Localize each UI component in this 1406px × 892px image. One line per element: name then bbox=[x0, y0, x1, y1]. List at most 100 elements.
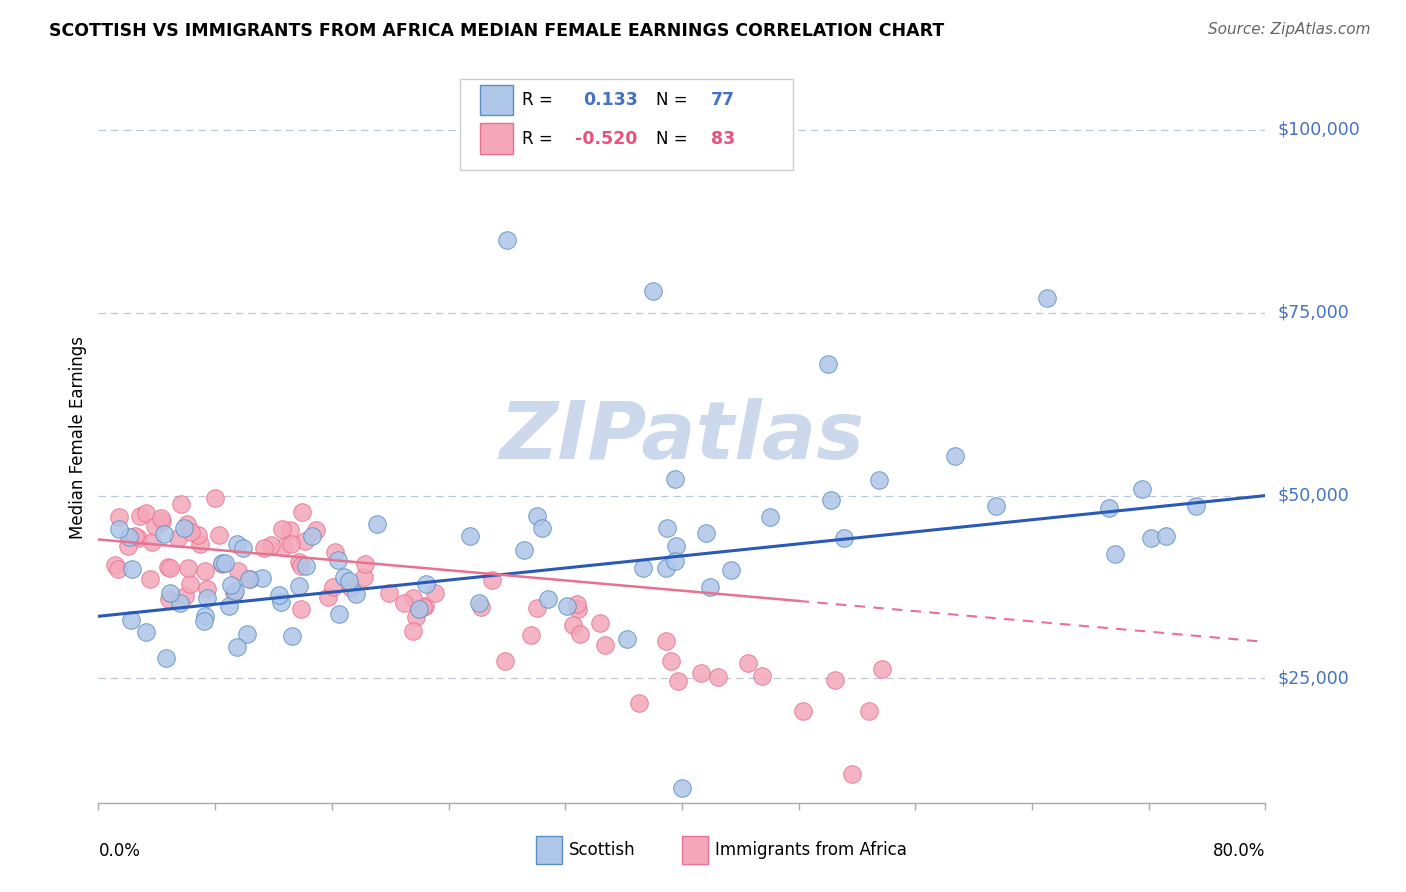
Point bbox=[129, 508, 152, 523]
Point bbox=[316, 590, 339, 604]
Point bbox=[832, 531, 855, 545]
Point bbox=[628, 697, 651, 711]
FancyBboxPatch shape bbox=[682, 837, 707, 864]
Point bbox=[157, 560, 180, 574]
FancyBboxPatch shape bbox=[479, 85, 513, 115]
Point bbox=[494, 654, 516, 668]
Point bbox=[520, 627, 543, 641]
Point bbox=[402, 624, 425, 639]
Text: R =: R = bbox=[522, 129, 558, 148]
Point bbox=[218, 599, 240, 613]
Point bbox=[135, 625, 157, 640]
Point bbox=[238, 572, 260, 586]
Point bbox=[117, 539, 139, 553]
Point bbox=[659, 654, 682, 668]
Point bbox=[187, 528, 209, 542]
Point bbox=[179, 576, 201, 591]
Point bbox=[139, 572, 162, 586]
Point bbox=[415, 576, 437, 591]
Point bbox=[194, 564, 217, 578]
Point bbox=[1140, 532, 1163, 546]
Point bbox=[555, 599, 578, 613]
Point bbox=[250, 572, 273, 586]
Text: 83: 83 bbox=[711, 129, 735, 148]
Point bbox=[751, 669, 773, 683]
Text: -0.520: -0.520 bbox=[575, 129, 637, 148]
Y-axis label: Median Female Earnings: Median Female Earnings bbox=[69, 335, 87, 539]
Point bbox=[824, 673, 846, 688]
Point bbox=[1035, 291, 1057, 305]
Point bbox=[655, 634, 678, 648]
Point bbox=[655, 561, 678, 575]
Point bbox=[1104, 547, 1126, 561]
Point bbox=[984, 499, 1007, 513]
Point bbox=[290, 559, 312, 574]
Point bbox=[232, 541, 254, 555]
Point bbox=[526, 601, 548, 615]
Point bbox=[841, 767, 863, 781]
Point bbox=[496, 233, 519, 247]
Point bbox=[170, 497, 193, 511]
Point bbox=[616, 632, 638, 647]
Point bbox=[699, 580, 721, 594]
Point bbox=[402, 591, 425, 606]
Point bbox=[278, 523, 301, 537]
Point bbox=[858, 704, 880, 718]
Point bbox=[513, 543, 536, 558]
Point bbox=[222, 586, 245, 600]
Point bbox=[392, 596, 415, 610]
Point bbox=[792, 704, 814, 718]
Point bbox=[666, 673, 689, 688]
Point bbox=[177, 560, 200, 574]
Point bbox=[104, 558, 127, 572]
Point bbox=[305, 524, 328, 538]
Text: $75,000: $75,000 bbox=[1277, 304, 1348, 322]
Point bbox=[226, 640, 249, 654]
Point bbox=[408, 601, 430, 615]
Point bbox=[565, 597, 588, 611]
Point bbox=[1154, 529, 1177, 543]
Point bbox=[470, 600, 492, 615]
Point bbox=[562, 618, 585, 632]
Point bbox=[657, 521, 679, 535]
Point bbox=[195, 582, 218, 596]
Text: 80.0%: 80.0% bbox=[1213, 842, 1265, 860]
Point bbox=[174, 589, 197, 603]
Point bbox=[415, 599, 437, 613]
Point bbox=[366, 517, 388, 532]
Point bbox=[328, 553, 350, 567]
Point bbox=[333, 570, 356, 584]
Point bbox=[194, 609, 217, 624]
Text: 77: 77 bbox=[711, 91, 735, 109]
Point bbox=[665, 539, 688, 553]
Point bbox=[211, 556, 233, 570]
Point bbox=[817, 357, 839, 371]
Point bbox=[226, 537, 249, 551]
Point bbox=[291, 505, 314, 519]
Point bbox=[153, 527, 176, 541]
Point bbox=[868, 473, 890, 487]
Point bbox=[149, 511, 172, 525]
Text: 0.0%: 0.0% bbox=[98, 842, 141, 860]
Point bbox=[354, 557, 377, 571]
Point bbox=[328, 607, 350, 621]
Point bbox=[737, 657, 759, 671]
Point bbox=[280, 537, 302, 551]
Point bbox=[252, 541, 274, 556]
Point bbox=[180, 525, 202, 540]
Point bbox=[759, 510, 782, 524]
Point bbox=[344, 587, 367, 601]
Point bbox=[567, 602, 589, 616]
Point bbox=[159, 560, 181, 574]
Point bbox=[281, 629, 304, 643]
Text: SCOTTISH VS IMMIGRANTS FROM AFRICA MEDIAN FEMALE EARNINGS CORRELATION CHART: SCOTTISH VS IMMIGRANTS FROM AFRICA MEDIA… bbox=[49, 22, 945, 40]
Point bbox=[707, 670, 730, 684]
Point bbox=[118, 531, 141, 545]
Point bbox=[271, 541, 294, 555]
Point bbox=[633, 560, 655, 574]
Point bbox=[468, 596, 491, 610]
Point bbox=[526, 509, 548, 524]
Point bbox=[173, 520, 195, 534]
Text: $50,000: $50,000 bbox=[1277, 487, 1348, 505]
Point bbox=[208, 527, 231, 541]
